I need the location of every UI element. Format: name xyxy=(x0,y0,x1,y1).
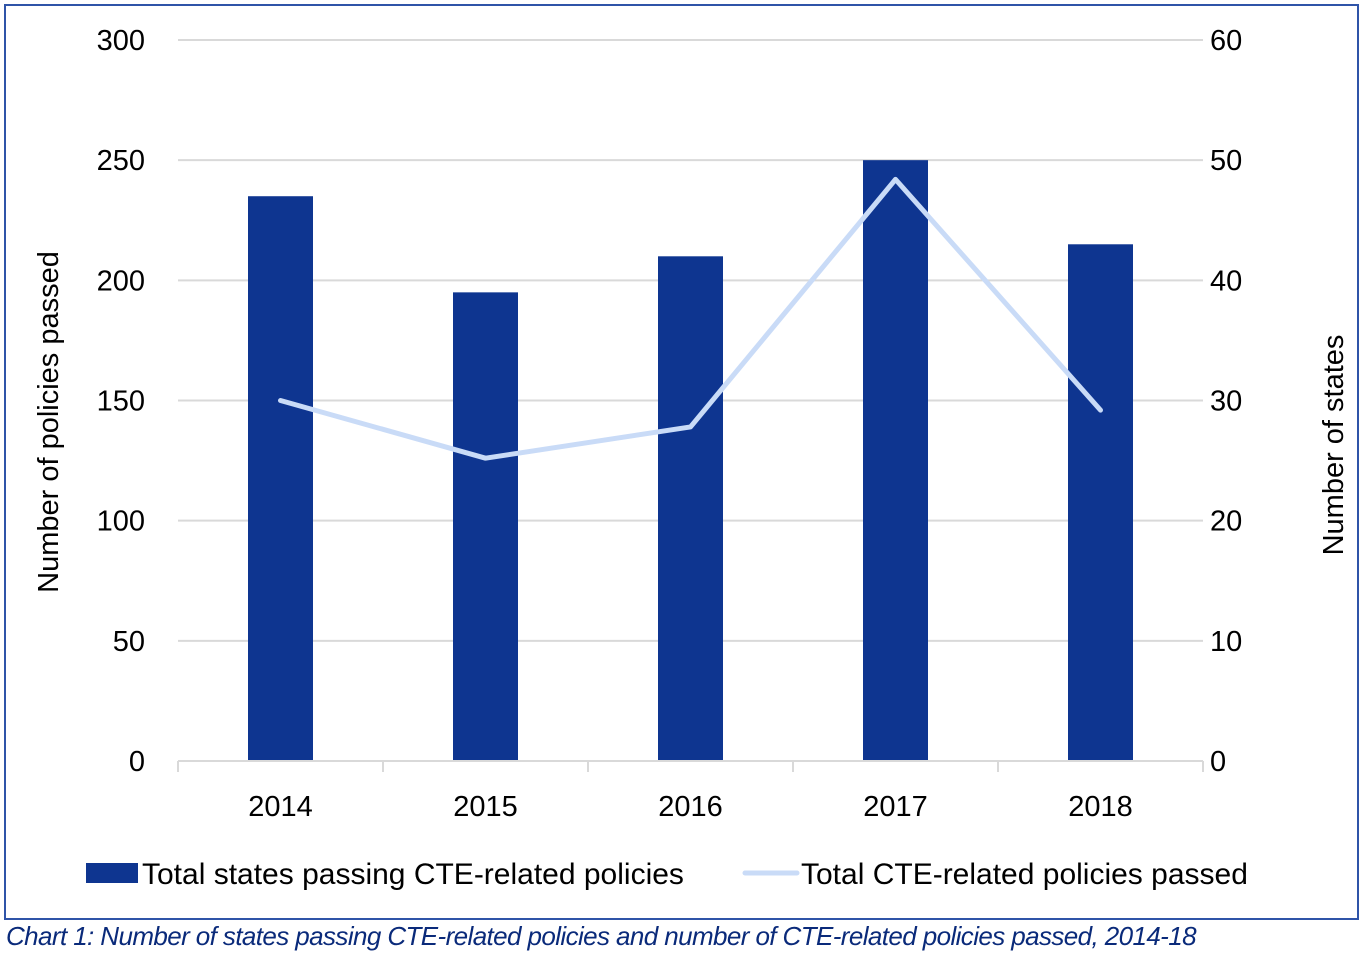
x-tick-label: 2018 xyxy=(1068,791,1133,823)
bar-series xyxy=(248,160,1133,762)
y2-tick-label: 60 xyxy=(1210,25,1242,57)
y2-tick-label: 10 xyxy=(1210,626,1242,658)
y-axis-left-ticks: 0 50 100 150 200 250 300 xyxy=(97,25,145,778)
x-tick-label: 2015 xyxy=(453,791,518,823)
y2-tick-label: 20 xyxy=(1210,506,1242,538)
bar xyxy=(453,292,518,761)
y-tick-label: 0 xyxy=(129,746,145,778)
y-axis-left-title: Number of policies passed xyxy=(33,251,65,593)
x-tick-label: 2014 xyxy=(248,791,313,823)
y-axis-right-title: Number of states xyxy=(1318,335,1350,556)
x-axis xyxy=(177,760,1204,772)
y-tick-label: 250 xyxy=(97,145,145,177)
chart-caption: Chart 1: Number of states passing CTE-re… xyxy=(6,921,1197,951)
x-tick-label: 2017 xyxy=(863,791,928,823)
y-tick-label: 50 xyxy=(113,626,145,658)
y2-tick-label: 50 xyxy=(1210,145,1242,177)
y-tick-label: 300 xyxy=(97,25,145,57)
bar xyxy=(863,160,928,761)
bar xyxy=(1068,244,1133,762)
legend-label-bar: Total states passing CTE-related policie… xyxy=(142,858,684,891)
y2-tick-label: 40 xyxy=(1210,265,1242,297)
bar xyxy=(248,196,313,761)
legend-label-line: Total CTE-related policies passed xyxy=(801,858,1248,891)
bar xyxy=(658,256,723,761)
y-tick-label: 150 xyxy=(97,386,145,418)
x-axis-ticks: 2014 2015 2016 2017 2018 xyxy=(248,791,1133,823)
gridlines xyxy=(178,39,1203,642)
legend: Total states passing CTE-related policie… xyxy=(86,858,1248,891)
legend-swatch-bar xyxy=(86,863,138,883)
y-axis-right-ticks: 0 10 20 30 40 50 60 xyxy=(1210,25,1242,778)
line-series xyxy=(278,176,1103,461)
chart-frame xyxy=(4,4,1359,920)
y2-tick-label: 0 xyxy=(1210,746,1226,778)
y2-tick-label: 30 xyxy=(1210,386,1242,418)
x-tick-label: 2016 xyxy=(658,791,723,823)
y-tick-label: 200 xyxy=(97,265,145,297)
y-tick-label: 100 xyxy=(97,506,145,538)
